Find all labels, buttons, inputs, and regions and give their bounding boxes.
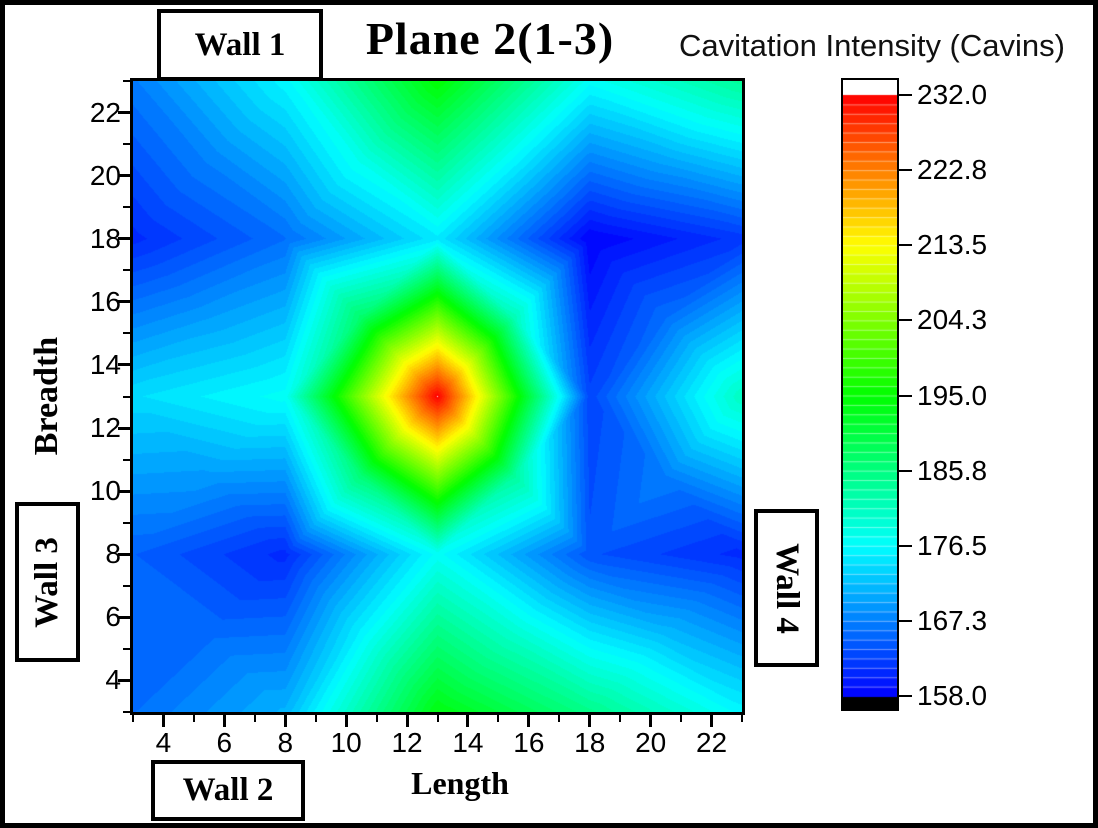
x-minor-tick	[314, 715, 317, 722]
wall-1-label-box: Wall 1	[157, 9, 323, 81]
y-minor-tick	[123, 206, 130, 209]
y-tick-label: 22	[89, 96, 121, 128]
x-major-tick	[344, 715, 348, 727]
colorbar-gradient-canvas	[843, 80, 897, 709]
wall-2-label-box: Wall 2	[151, 760, 305, 821]
y-tick-label: 12	[89, 412, 121, 444]
colorbar-tick	[899, 319, 912, 322]
y-minor-tick	[123, 647, 130, 650]
x-tick-label: 16	[513, 727, 545, 758]
y-minor-tick	[123, 332, 130, 335]
y-tick-label: 4	[105, 664, 121, 696]
x-tick-label: 6	[216, 727, 233, 758]
wall-3-label-box: Wall 3	[15, 502, 80, 662]
contour-heatmap-canvas	[133, 81, 742, 712]
y-minor-tick	[123, 143, 130, 146]
y-tick-label: 18	[89, 222, 121, 254]
x-minor-tick	[741, 715, 743, 722]
y-minor-tick	[123, 711, 130, 713]
y-major-tick	[118, 552, 130, 556]
y-axis-title: Breadth	[28, 336, 65, 456]
y-major-tick	[118, 678, 130, 682]
x-minor-tick	[497, 715, 500, 722]
wall-1-label: Wall 1	[194, 26, 286, 63]
colorbar-tick	[899, 94, 912, 96]
y-major-tick	[118, 174, 130, 178]
colorbar-title: Cavitation Intensity (Cavins)	[679, 28, 1065, 63]
y-tick-label: 6	[105, 601, 121, 633]
y-major-tick	[118, 237, 130, 241]
colorbar	[841, 78, 912, 711]
x-tick-label: 10	[330, 727, 362, 758]
colorbar-tick-label: 213.5	[917, 229, 988, 261]
x-minor-tick	[680, 715, 683, 722]
x-axis-title: Length	[411, 765, 509, 801]
y-major-tick	[118, 363, 130, 367]
colorbar-tick	[899, 394, 912, 397]
y-major-tick	[118, 111, 130, 115]
y-major-tick	[118, 615, 130, 619]
colorbar-tick	[899, 244, 912, 247]
x-tick-label: 20	[635, 727, 667, 758]
colorbar-tick-label: 167.3	[917, 604, 988, 636]
x-minor-tick	[619, 715, 622, 722]
x-major-tick	[466, 715, 470, 727]
colorbar-tick-label: 232.0	[917, 79, 988, 110]
colorbar-tick-label: 158.0	[917, 680, 988, 711]
wall-4-label: Wall 4	[769, 542, 805, 634]
y-major-tick	[118, 489, 130, 493]
y-minor-tick	[123, 395, 130, 398]
colorbar-tick-label: 204.3	[917, 304, 988, 336]
x-major-tick	[161, 715, 165, 727]
y-minor-tick	[123, 584, 130, 587]
colorbar-tick	[899, 469, 912, 472]
colorbar-tick-label: 185.8	[917, 454, 988, 486]
x-tick-label: 8	[277, 727, 294, 758]
y-tick-label: 8	[105, 538, 121, 570]
x-tick-label: 12	[391, 727, 423, 758]
x-tick-label: 18	[574, 727, 606, 758]
y-major-tick	[118, 300, 130, 304]
x-major-tick	[222, 715, 226, 727]
x-minor-tick	[132, 715, 134, 722]
x-tick-label: 22	[695, 727, 728, 758]
x-tick-label: 4	[155, 727, 172, 758]
x-major-tick	[527, 715, 531, 727]
x-major-tick	[405, 715, 409, 727]
y-minor-tick	[123, 80, 130, 82]
y-minor-tick	[123, 458, 130, 461]
colorbar-tick	[899, 619, 912, 622]
colorbar-tick	[899, 695, 912, 697]
y-major-tick	[118, 426, 130, 430]
x-major-tick	[588, 715, 592, 727]
x-minor-tick	[253, 715, 256, 722]
x-minor-tick	[436, 715, 439, 722]
wall-4-label-box: Wall 4	[754, 509, 819, 667]
x-minor-tick	[192, 715, 195, 722]
y-tick-label: 14	[89, 348, 121, 380]
y-minor-tick	[123, 521, 130, 524]
wall-3-label: Wall 3	[29, 536, 65, 628]
page-title: Plane 2(1-3)	[365, 12, 615, 64]
y-tick-label: 20	[89, 159, 121, 191]
x-major-tick	[649, 715, 653, 727]
colorbar-tick-label: 176.5	[917, 529, 988, 561]
x-minor-tick	[375, 715, 378, 722]
y-tick-label: 10	[89, 475, 121, 507]
contour-plot-area	[118, 78, 745, 727]
y-tick-label: 16	[89, 285, 121, 317]
colorbar-tick	[899, 169, 912, 172]
x-tick-label: 14	[452, 727, 484, 758]
x-major-tick	[283, 715, 287, 727]
colorbar-tick-label: 195.0	[917, 379, 988, 411]
colorbar-tick-label: 222.8	[917, 154, 988, 186]
y-minor-tick	[123, 269, 130, 272]
x-minor-tick	[558, 715, 561, 722]
wall-2-label: Wall 2	[182, 772, 274, 808]
x-major-tick	[710, 715, 714, 727]
colorbar-tick	[899, 544, 912, 547]
